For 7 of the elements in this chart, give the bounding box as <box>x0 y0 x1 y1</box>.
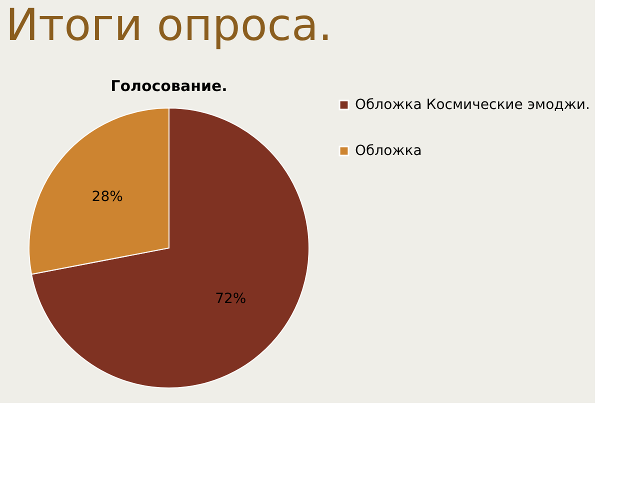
data-label: 72% <box>215 290 246 307</box>
chart-subtitle: Голосование. <box>110 77 228 95</box>
data-label: 28% <box>92 189 123 206</box>
legend-label: Обложка Космические эмоджи. <box>355 97 590 113</box>
pie-slice <box>30 108 310 388</box>
legend-label: Обложка <box>355 143 422 159</box>
chart-title: Итоги опроса. <box>6 0 332 51</box>
